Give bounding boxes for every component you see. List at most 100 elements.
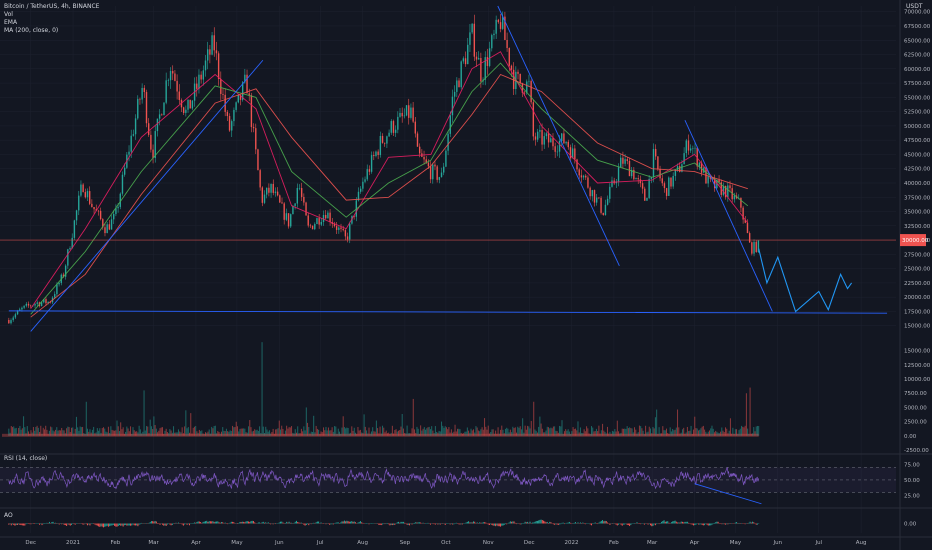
candle-body[interactable]	[329, 212, 331, 223]
candle-body[interactable]	[34, 303, 36, 306]
candle-body[interactable]	[283, 203, 285, 220]
candle-body[interactable]	[755, 241, 757, 253]
candle-body[interactable]	[685, 140, 687, 154]
candle-body[interactable]	[27, 303, 30, 306]
candle-body[interactable]	[460, 61, 462, 88]
candle-body[interactable]	[88, 191, 91, 204]
candle-body[interactable]	[543, 136, 545, 145]
candle-body[interactable]	[261, 187, 264, 203]
candle-body[interactable]	[344, 230, 347, 237]
candle-body[interactable]	[279, 195, 281, 203]
ema-line-2[interactable]	[30, 73, 748, 318]
rsi-line[interactable]	[8, 466, 760, 490]
candle-body[interactable]	[163, 102, 165, 116]
rsi-legend[interactable]: RSI (14, close)	[4, 455, 48, 462]
candle-body[interactable]	[187, 99, 189, 110]
candle-body[interactable]	[578, 169, 580, 176]
candle-body[interactable]	[338, 227, 340, 230]
candle-body[interactable]	[211, 35, 213, 55]
candle-body[interactable]	[56, 284, 58, 295]
candle-body[interactable]	[665, 188, 668, 196]
candle-body[interactable]	[390, 121, 392, 133]
candle-body[interactable]	[58, 282, 60, 285]
candle-body[interactable]	[298, 188, 301, 189]
candle-body[interactable]	[681, 164, 683, 172]
candle-body[interactable]	[475, 56, 478, 60]
candle-body[interactable]	[272, 183, 274, 193]
candle-body[interactable]	[488, 48, 491, 66]
horizontal-support[interactable]	[8, 310, 888, 314]
candle-body[interactable]	[257, 149, 259, 171]
candle-body[interactable]	[467, 44, 469, 65]
candle-body[interactable]	[458, 80, 460, 88]
candle-body[interactable]	[692, 148, 694, 150]
candle-body[interactable]	[335, 226, 338, 230]
rsi-divergence-line[interactable]	[694, 483, 762, 505]
candle-body[interactable]	[366, 169, 368, 180]
candle-body[interactable]	[493, 33, 495, 36]
candle-body[interactable]	[16, 310, 19, 315]
candle-body[interactable]	[679, 166, 681, 172]
candle-body[interactable]	[161, 114, 163, 116]
candle-body[interactable]	[154, 131, 156, 158]
candle-body[interactable]	[633, 169, 635, 180]
candle-body[interactable]	[606, 198, 609, 205]
candle-body[interactable]	[23, 305, 25, 308]
candle-body[interactable]	[617, 167, 620, 182]
candle-body[interactable]	[102, 219, 104, 228]
candle-body[interactable]	[663, 183, 666, 189]
candle-body[interactable]	[384, 142, 386, 144]
candle-body[interactable]	[285, 213, 288, 220]
candle-body[interactable]	[71, 237, 73, 248]
candle-body[interactable]	[733, 195, 736, 200]
candle-body[interactable]	[156, 118, 159, 132]
candle-body[interactable]	[318, 218, 320, 225]
candle-body[interactable]	[123, 167, 126, 175]
candle-body[interactable]	[47, 301, 49, 304]
candle-body[interactable]	[744, 219, 746, 223]
candle-body[interactable]	[137, 98, 139, 119]
candle-body[interactable]	[115, 208, 117, 215]
candle-body[interactable]	[709, 176, 712, 179]
candle-body[interactable]	[198, 74, 200, 89]
candle-body[interactable]	[453, 91, 456, 97]
candle-body[interactable]	[12, 317, 14, 321]
candle-body[interactable]	[106, 224, 108, 234]
candle-body[interactable]	[86, 191, 89, 198]
candle-body[interactable]	[206, 49, 209, 61]
candle-body[interactable]	[349, 223, 351, 240]
candle-body[interactable]	[508, 47, 510, 66]
candle-body[interactable]	[204, 60, 207, 71]
candle-body[interactable]	[545, 133, 548, 137]
candle-body[interactable]	[416, 133, 419, 147]
candle-body[interactable]	[82, 184, 84, 193]
candle-body[interactable]	[654, 148, 657, 157]
candle-body[interactable]	[427, 162, 430, 167]
candle-body[interactable]	[139, 98, 141, 100]
candle-body[interactable]	[292, 206, 294, 215]
candle-body[interactable]	[639, 179, 642, 184]
candle-body[interactable]	[141, 87, 143, 100]
candle-body[interactable]	[97, 210, 100, 212]
candle-body[interactable]	[45, 299, 47, 304]
candle-body[interactable]	[165, 80, 167, 103]
candle-body[interactable]	[700, 162, 703, 173]
candle-body[interactable]	[547, 133, 550, 143]
candle-body[interactable]	[54, 294, 56, 298]
candle-body[interactable]	[150, 134, 152, 150]
candle-body[interactable]	[523, 92, 526, 94]
candle-body[interactable]	[436, 166, 438, 180]
candle-body[interactable]	[604, 204, 607, 215]
candle-body[interactable]	[694, 147, 696, 149]
candle-body[interactable]	[362, 181, 364, 189]
candle-body[interactable]	[536, 131, 539, 140]
candle-body[interactable]	[558, 140, 561, 152]
candle-body[interactable]	[281, 202, 283, 204]
candle-body[interactable]	[641, 183, 644, 189]
candle-body[interactable]	[696, 147, 698, 167]
candle-body[interactable]	[670, 177, 672, 187]
candle-body[interactable]	[377, 151, 379, 155]
candle-body[interactable]	[25, 303, 28, 306]
candle-body[interactable]	[220, 79, 222, 94]
candle-body[interactable]	[587, 177, 589, 188]
